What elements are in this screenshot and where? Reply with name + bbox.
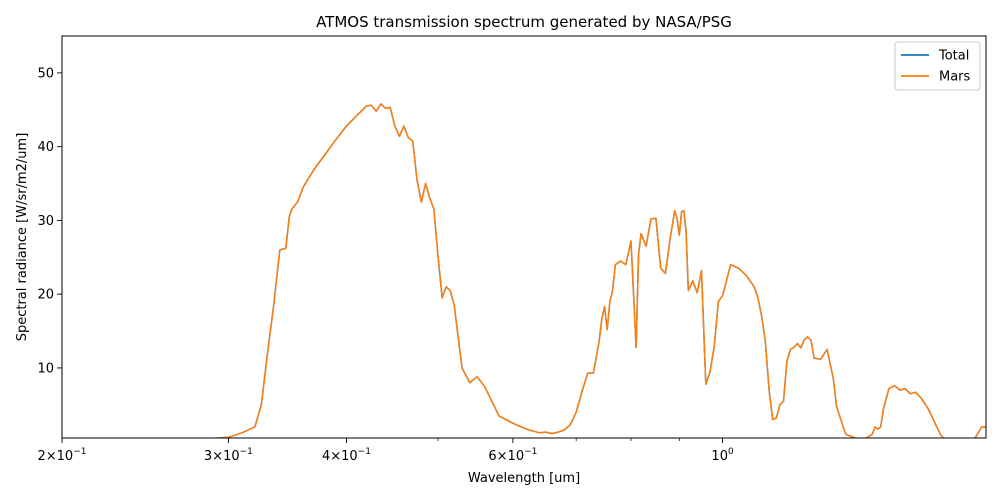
y-tick-label: 20 bbox=[37, 288, 54, 303]
legend-label-total: Total bbox=[938, 49, 969, 64]
chart-title: ATMOS transmission spectrum generated by… bbox=[316, 13, 732, 31]
plot-frame bbox=[61, 35, 987, 439]
y-tick-label: 10 bbox=[37, 361, 54, 376]
y-axis-label: Spectral radiance [W/sr/m2/um] bbox=[15, 133, 30, 342]
x-axis-label: Wavelength [um] bbox=[468, 471, 580, 486]
series-line-total bbox=[209, 103, 986, 438]
y-tick-label: 40 bbox=[37, 140, 54, 155]
x-tick-label: 3×10−1 bbox=[204, 447, 253, 464]
y-tick-label: 50 bbox=[37, 66, 54, 81]
x-tick-label: 4×10−1 bbox=[322, 447, 371, 464]
legend-box bbox=[894, 41, 981, 91]
x-axis-ticks: 2×10−1 3×10−1 4×10−1 6×10−1 100 bbox=[38, 438, 734, 464]
x-tick-label: 100 bbox=[711, 447, 734, 464]
legend: Total Mars bbox=[894, 41, 981, 91]
legend-label-mars: Mars bbox=[939, 70, 971, 85]
x-tick-label: 2×10−1 bbox=[38, 447, 87, 464]
series-line-mars bbox=[209, 103, 986, 438]
series-layer bbox=[209, 103, 986, 438]
y-tick-label: 30 bbox=[37, 214, 54, 229]
x-tick-label: 6×10−1 bbox=[488, 447, 537, 464]
y-axis-ticks: 10 20 30 40 50 bbox=[37, 66, 62, 376]
